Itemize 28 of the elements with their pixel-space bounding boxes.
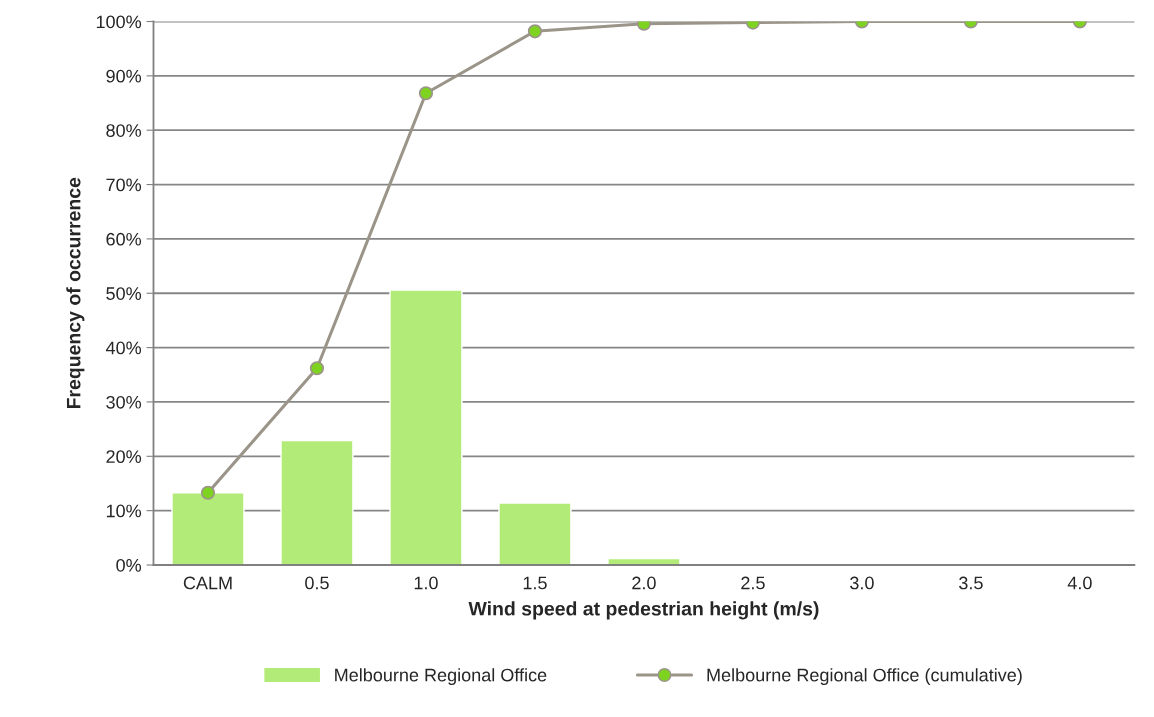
y-tick-label: 60% — [106, 232, 142, 246]
y-tick-label: 70% — [106, 178, 142, 192]
x-tick-label: 3.5 — [959, 576, 983, 590]
bar — [389, 289, 463, 565]
y-tick-label: 0% — [116, 558, 142, 572]
legend-label: Melbourne Regional Office (cumulative) — [707, 668, 1022, 686]
y-axis-title: Frequency of occurrence — [66, 177, 85, 409]
y-tick-label: 100% — [96, 15, 142, 29]
x-tick-label: 2.0 — [632, 576, 656, 590]
x-tick-label: 1.0 — [414, 576, 438, 590]
x-axis-title: Wind speed at pedestrian height (m/s) — [468, 601, 819, 620]
y-tick-label: 20% — [106, 450, 142, 464]
bar — [280, 439, 354, 565]
x-tick-label: 0.5 — [305, 576, 329, 590]
bar — [498, 502, 572, 565]
y-tick-label: 50% — [106, 287, 142, 300]
x-tick-label: CALM — [183, 576, 232, 590]
y-tick-label: 80% — [106, 124, 142, 137]
y-tick-label: 10% — [106, 504, 142, 518]
x-tick-label: 2.5 — [741, 576, 765, 590]
x-tick-label: 3.0 — [850, 576, 874, 590]
legend-label: Melbourne Regional Office — [335, 668, 547, 686]
y-tick-label: 30% — [106, 395, 142, 409]
bar — [171, 492, 245, 565]
y-tick-label: 40% — [105, 341, 142, 355]
x-tick-label: 4.0 — [1067, 576, 1092, 590]
y-tick-label: 90% — [106, 69, 142, 83]
x-tick-label: 1.5 — [523, 576, 547, 590]
